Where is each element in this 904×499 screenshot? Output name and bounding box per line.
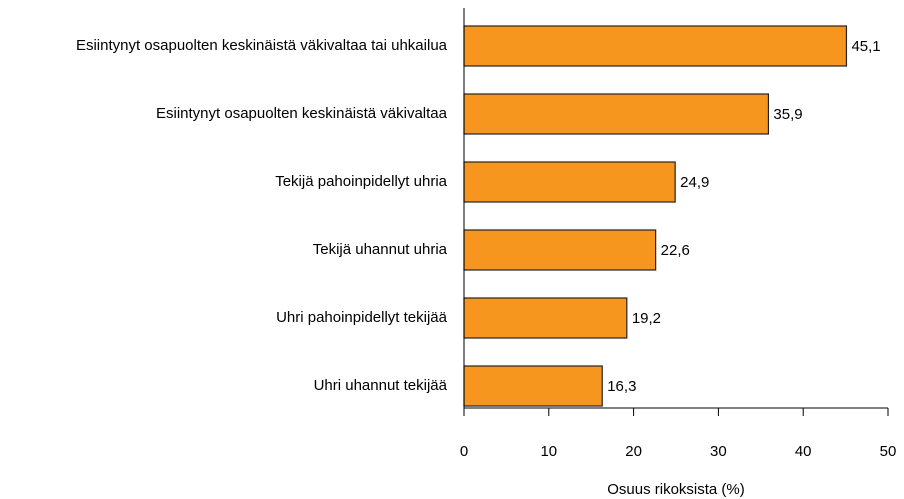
category-label-box: Tekijä pahoinpidellyt uhria: [0, 172, 447, 192]
bar: [463, 229, 657, 271]
category-label-box: Uhri pahoinpidellyt tekijää: [0, 308, 447, 328]
x-tick-label: 30: [710, 443, 727, 460]
y-tick-label: Tekijä pahoinpidellyt uhria: [275, 173, 447, 190]
category-label-box: Uhri uhannut tekijää: [0, 376, 447, 396]
bar: [463, 93, 770, 135]
data-label: 19,2: [632, 310, 661, 327]
x-tick-label: 10: [540, 443, 557, 460]
y-tick-label: Tekijä uhannut uhria: [312, 241, 447, 258]
x-tick-label: 50: [880, 443, 897, 460]
x-tick-label: 20: [625, 443, 642, 460]
y-tick-label: Esiintynyt osapuolten keskinäistä väkiva…: [156, 105, 447, 122]
x-tick-label: 0: [460, 443, 468, 460]
y-tick-label: Uhri uhannut tekijää: [313, 377, 447, 394]
x-axis-label: Osuus rikoksista (%): [607, 481, 745, 498]
data-label: 22,6: [661, 242, 690, 259]
category-label-box: Tekijä uhannut uhria: [0, 240, 447, 260]
data-label: 24,9: [680, 174, 709, 191]
y-tick-label: Uhri pahoinpidellyt tekijää: [276, 309, 447, 326]
data-label: 35,9: [773, 106, 802, 123]
bar: [463, 365, 603, 407]
bar: [463, 161, 676, 203]
x-tick-label: 40: [795, 443, 812, 460]
data-label: 45,1: [851, 38, 880, 55]
category-label-box: Esiintynyt osapuolten keskinäistä väkiva…: [0, 104, 447, 124]
bar: [463, 25, 848, 67]
bar: [463, 297, 628, 339]
data-label: 16,3: [607, 378, 636, 395]
category-label-box: Esiintynyt osapuolten keskinäistä väkiva…: [0, 36, 447, 56]
y-tick-label: Esiintynyt osapuolten keskinäistä väkiva…: [75, 37, 447, 54]
